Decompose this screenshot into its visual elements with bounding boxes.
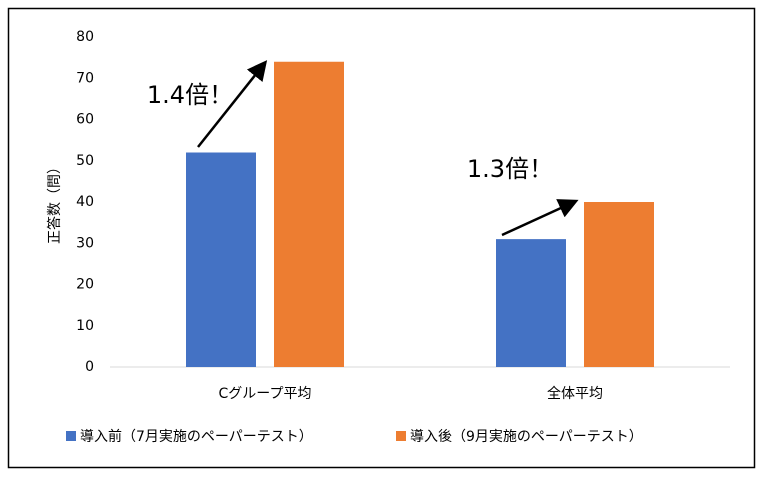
legend-swatch bbox=[396, 431, 406, 441]
arrow bbox=[501, 199, 579, 237]
y-tick-label: 20 bbox=[76, 277, 94, 293]
bar bbox=[186, 152, 256, 367]
bar bbox=[496, 239, 566, 367]
annotation: 1.4倍！ bbox=[147, 81, 233, 109]
legend-label: 導入後（9月実施のペーパーテスト） bbox=[410, 429, 643, 445]
arrow bbox=[197, 60, 268, 148]
y-tick-label: 40 bbox=[76, 194, 94, 210]
y-tick-label: 10 bbox=[76, 318, 94, 334]
y-tick-label: 60 bbox=[76, 112, 94, 128]
x-tick-label: 全体平均 bbox=[547, 385, 603, 402]
annotation: 1.3倍！ bbox=[467, 155, 553, 183]
bar bbox=[274, 61, 344, 367]
y-tick-label: 50 bbox=[76, 153, 94, 169]
y-tick-label: 70 bbox=[76, 70, 94, 86]
y-tick-label: 80 bbox=[76, 29, 94, 45]
bar bbox=[584, 202, 654, 367]
x-tick-label: Cグループ平均 bbox=[219, 386, 312, 402]
chart-border bbox=[7, 7, 756, 469]
y-tick-label: 30 bbox=[76, 235, 94, 251]
y-tick-label: 0 bbox=[85, 359, 94, 375]
y-axis-label: 正答数（問） bbox=[46, 160, 63, 244]
legend-swatch bbox=[66, 431, 76, 441]
legend-label: 導入前（7月実施のペーパーテスト） bbox=[80, 428, 313, 445]
